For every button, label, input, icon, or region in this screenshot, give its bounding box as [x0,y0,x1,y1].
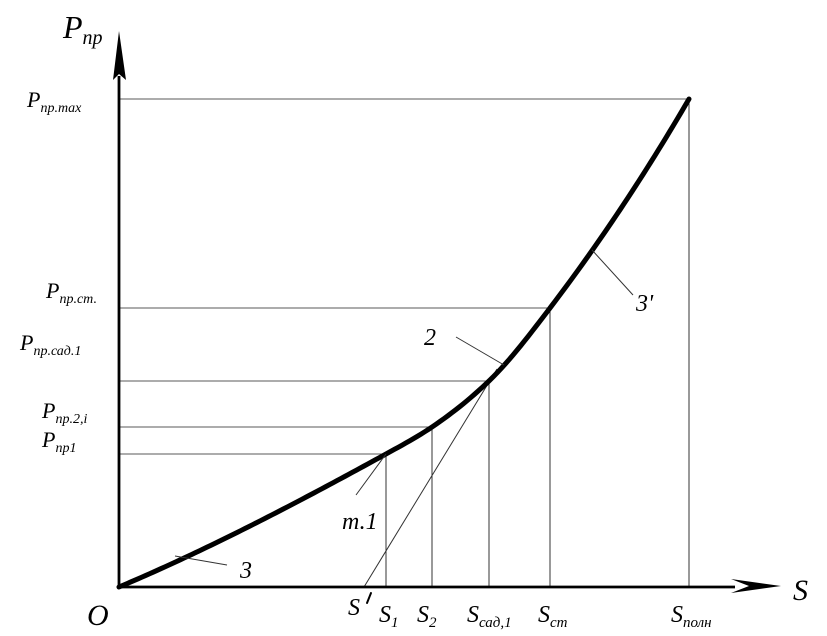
svg-text:т.1: т.1 [342,509,378,535]
svg-text:S: S [348,595,360,621]
svg-text:S: S [793,574,808,607]
svg-text:2: 2 [424,325,436,351]
svg-text:3: 3 [239,558,252,584]
svg-text:O: O [87,599,109,632]
svg-text:3': 3' [635,291,654,317]
